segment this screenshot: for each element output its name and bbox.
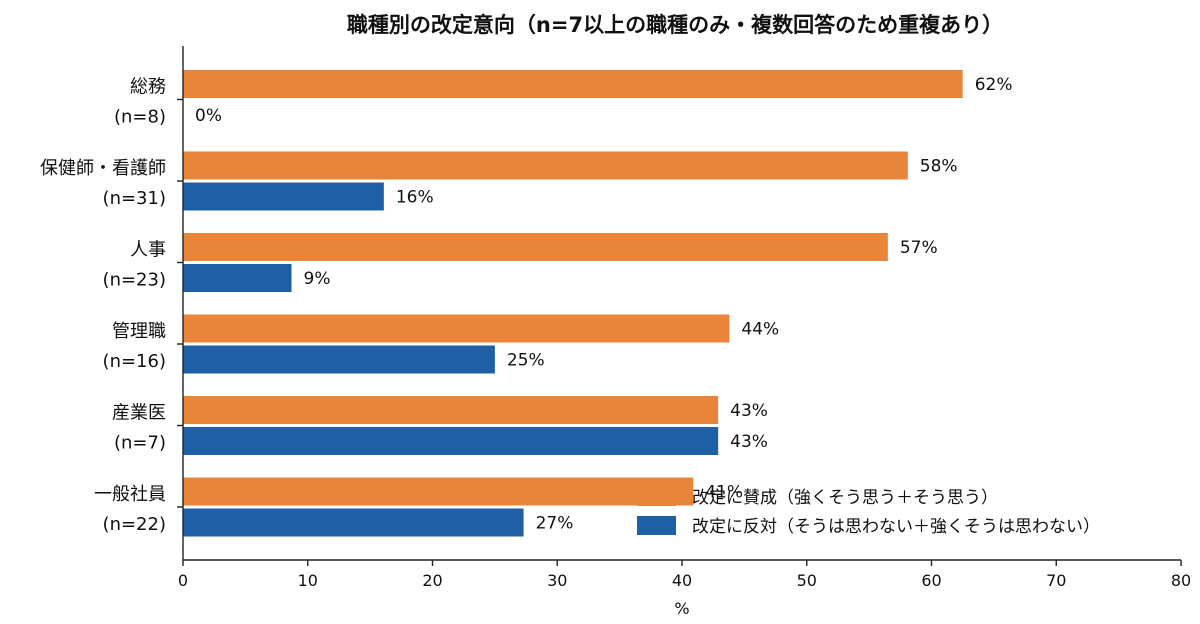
bar-approve-5 — [183, 477, 694, 506]
x-tick-label: 40 — [672, 571, 692, 590]
bar-approve-2 — [183, 233, 888, 261]
category-count-label: (n=7) — [114, 433, 166, 454]
y-axis-categories: 総務 (n=8) 保健師・看護師 (n=31) 人事 (n=23) 管理職 (n=16) 産業医… — [40, 77, 183, 535]
category-count-label: (n=22) — [103, 514, 166, 535]
category-count-label: (n=16) — [103, 351, 166, 372]
legend-label-approve: 改定に賛成（強くそう思う＋そう思う） — [692, 488, 998, 508]
bar-oppose-1 — [183, 182, 384, 211]
bar-oppose-5 — [183, 508, 524, 537]
x-tick-label: 20 — [422, 571, 442, 590]
bar-approve-4 — [183, 396, 719, 424]
category-label: 総務 — [130, 77, 166, 98]
data-label-approve-1: 58% — [920, 157, 958, 177]
category-label: 管理職 — [112, 321, 166, 342]
data-label-oppose-2: 9% — [304, 269, 331, 289]
legend-swatch-approve — [637, 487, 676, 506]
data-label-approve-2: 57% — [900, 238, 938, 258]
data-label-oppose-3: 25% — [507, 351, 545, 371]
x-axis-ticks: 0 10 20 30 40 50 60 70 80 — [178, 560, 1191, 590]
x-tick-label: 70 — [1046, 571, 1066, 590]
legend-swatch-oppose — [637, 516, 676, 535]
x-tick-label: 30 — [547, 571, 567, 590]
plot-area: 62% 0% 58% 16% 57% 9% 44% 25% 43% 43% 41% 27% — [183, 70, 1012, 537]
x-tick-label: 50 — [797, 571, 817, 590]
data-label-oppose-4: 43% — [730, 432, 768, 452]
x-tick-label: 60 — [921, 571, 941, 590]
data-label-approve-4: 43% — [730, 401, 768, 421]
legend-label-oppose: 改定に反対（そうは思わない＋強くそうは思わない） — [692, 517, 1100, 537]
data-label-oppose-0: 0% — [195, 106, 222, 126]
category-label: 一般社員 — [94, 484, 166, 505]
x-tick-label: 80 — [1171, 571, 1191, 590]
data-label-approve-3: 44% — [741, 320, 779, 340]
bar-approve-3 — [183, 314, 730, 343]
x-tick-label: 10 — [298, 571, 318, 590]
x-axis-label: % — [674, 599, 689, 618]
category-label: 産業医 — [112, 403, 166, 424]
chart-title: 職種別の改定意向（n=7以上の職種のみ・複数回答のため重複あり） — [347, 13, 1003, 37]
category-label: 保健師・看護師 — [40, 158, 166, 179]
data-label-oppose-5: 27% — [536, 514, 574, 534]
bar-oppose-4 — [183, 427, 719, 455]
category-label: 人事 — [130, 240, 166, 261]
bar-approve-1 — [183, 151, 908, 180]
category-count-label: (n=31) — [103, 188, 166, 209]
legend: 改定に賛成（強くそう思う＋そう思う） 改定に反対（そうは思わない＋強くそうは思わな… — [637, 487, 1100, 537]
bar-oppose-2 — [183, 264, 292, 292]
bar-approve-0 — [183, 70, 963, 98]
x-tick-label: 0 — [178, 571, 188, 590]
data-label-approve-5: 41% — [705, 483, 743, 503]
bar-oppose-3 — [183, 345, 495, 374]
category-count-label: (n=8) — [114, 107, 166, 128]
category-count-label: (n=23) — [103, 270, 166, 291]
data-label-oppose-1: 16% — [396, 188, 434, 208]
data-label-approve-0: 62% — [975, 75, 1013, 95]
